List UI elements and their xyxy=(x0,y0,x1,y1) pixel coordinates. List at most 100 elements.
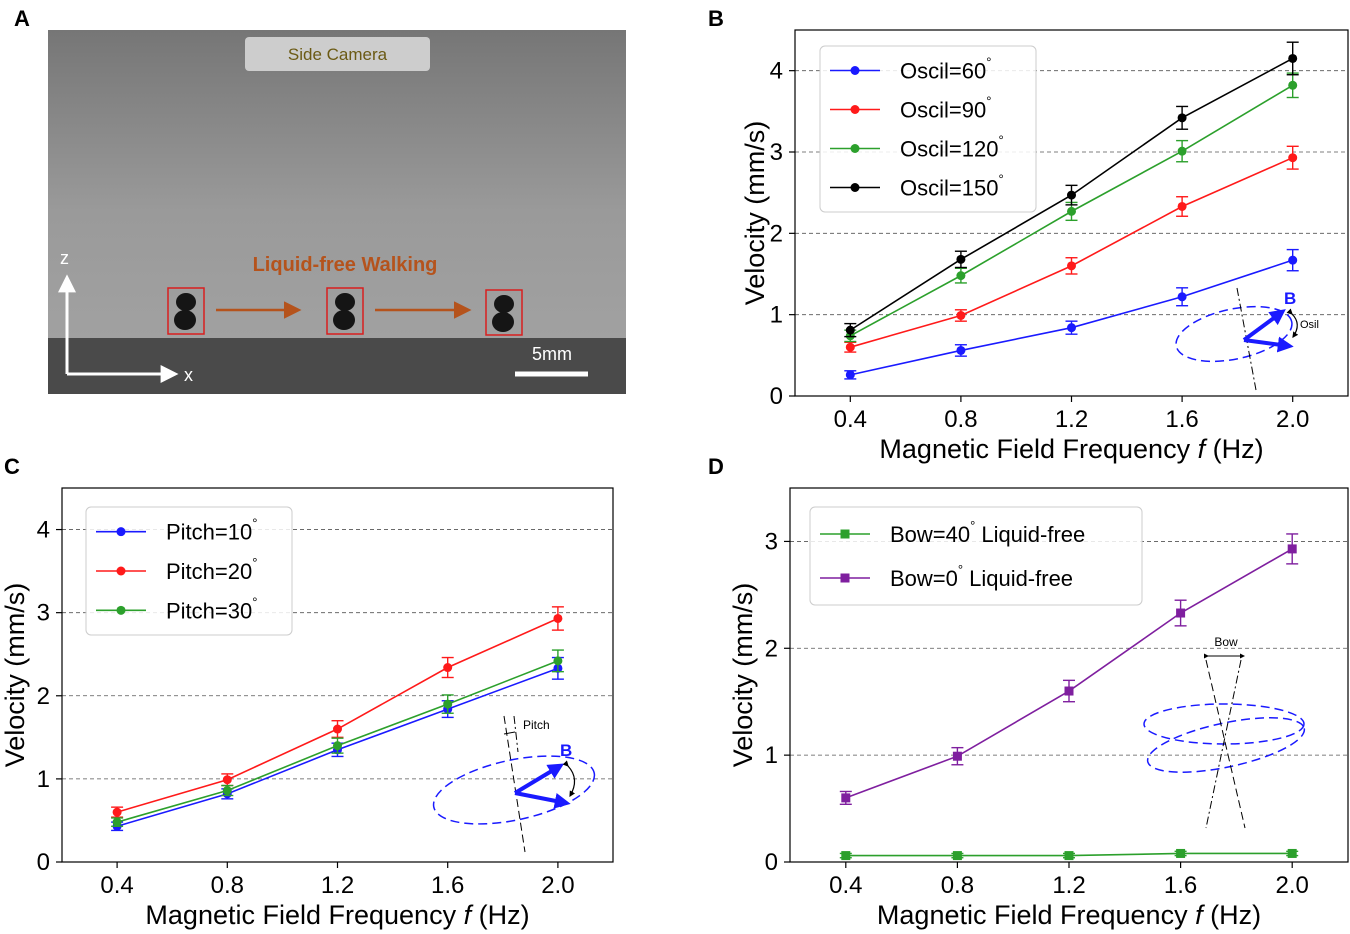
chart-c-legend-label: Pitch=20° xyxy=(166,555,257,584)
chart-d-ytick-label: 1 xyxy=(765,742,778,769)
chart-b-data-point xyxy=(1288,153,1298,163)
chart-b-data-point xyxy=(1177,146,1187,156)
z-axis-label: z xyxy=(60,248,69,268)
panel-c: C 0 1 2 3 4 0.4 0.8 1.2 1.6 2.0 Velocity (mm/s) Mag… xyxy=(0,454,614,930)
chart-c-ytick-label: 0 xyxy=(37,849,50,876)
chart-c-legend-marker xyxy=(116,605,126,615)
chart-d-xtick-label: 1.6 xyxy=(1164,872,1197,899)
chart-d-data-point xyxy=(1287,848,1297,858)
chart-d-data-point xyxy=(841,793,851,803)
inset-d-diagram: Bow xyxy=(1143,635,1306,829)
chart-c-data-point xyxy=(112,807,122,817)
chart-d-ytick-label: 2 xyxy=(765,635,778,662)
chart-b-data-point xyxy=(956,271,966,281)
chart-b-legend-marker xyxy=(850,66,860,75)
chart-d-legend-label: Bow=0° Liquid-free xyxy=(890,562,1073,591)
chart-b-legend-box xyxy=(819,45,1037,213)
chart-c-legend-marker xyxy=(116,566,126,576)
panel-a: A Side Camera Liquid-free Walking z x 5m… xyxy=(14,6,626,394)
chart-d-xtick-label: 0.4 xyxy=(829,872,862,899)
chart-b-data-point xyxy=(1288,255,1298,265)
chart-b-legend-label: Oscil=60° xyxy=(900,55,991,84)
chart-b-data-point xyxy=(845,342,855,352)
chart-b-legend-marker xyxy=(850,183,860,192)
chart-c-ytick-label: 3 xyxy=(37,600,50,627)
chart-c-legend-label: Pitch=30° xyxy=(166,594,257,623)
ground-surface xyxy=(48,338,626,394)
chart-b-ytick-label: 3 xyxy=(770,139,783,166)
chart-c-data-point xyxy=(443,699,453,709)
inset-d-angle-label: Bow xyxy=(1214,635,1238,649)
x-axis-label: x xyxy=(184,365,193,385)
chart-c-xtick-label: 0.4 xyxy=(100,872,133,899)
chart-c-ytick-label: 4 xyxy=(37,517,50,544)
chart-d-data-point xyxy=(841,851,851,861)
chart-c-data-point xyxy=(553,656,563,666)
chart-c-data-point xyxy=(112,817,122,827)
chart-b-data-point xyxy=(1177,292,1187,302)
chart-b-data-point xyxy=(1288,80,1298,90)
chart-b-series-line xyxy=(850,259,1293,376)
chart-b-ytick-label: 1 xyxy=(770,302,783,329)
chart-b-xtick-label: 1.6 xyxy=(1165,406,1198,433)
chart-d-data-point xyxy=(1064,686,1074,696)
robot-frame-2 xyxy=(326,287,364,335)
chart-b-data-point xyxy=(845,325,855,335)
scale-bar-label: 5mm xyxy=(532,344,572,364)
chart-c-legend-marker xyxy=(116,527,126,537)
chart-c-data-point xyxy=(443,663,453,673)
chart-d-xtick-label: 0.8 xyxy=(941,872,974,899)
chart-c-data-point xyxy=(222,786,232,796)
chart-d-data-point xyxy=(952,751,962,761)
chart-d-xtick-label: 1.2 xyxy=(1052,872,1085,899)
chart-d-xtick-label: 2.0 xyxy=(1276,872,1309,899)
chart-c-xlabel: Magnetic Field Frequency f (Hz) xyxy=(145,900,529,930)
chart-c: 0 1 2 3 4 0.4 0.8 1.2 1.6 2.0 Velocity (mm/s) Magne… xyxy=(0,487,614,930)
chart-b-data-point xyxy=(956,254,966,264)
robot-frame-3 xyxy=(485,289,523,336)
chart-c-ylabel: Velocity (mm/s) xyxy=(0,583,30,768)
chart-d-legend-marker xyxy=(840,529,850,539)
chart-b-data-point xyxy=(1067,323,1076,333)
chart-d-legend-marker xyxy=(840,573,850,583)
inset-c-vector-label: B xyxy=(560,741,572,760)
chart-c-legend-box xyxy=(85,506,293,636)
inset-b-vector-label: B xyxy=(1284,289,1296,308)
chart-b-legend-marker xyxy=(850,105,860,114)
chart-b-xtick-label: 2.0 xyxy=(1276,406,1309,433)
chart-d-data-point xyxy=(1176,848,1186,858)
chart-b-data-point xyxy=(1288,53,1298,63)
chart-c-data-point xyxy=(222,775,232,785)
chart-b-ylabel: Velocity (mm/s) xyxy=(740,121,770,306)
chart-b-legend-label: Oscil=150° xyxy=(900,172,1004,201)
chart-b-data-point xyxy=(1067,190,1076,200)
robot-frame-1 xyxy=(167,287,205,335)
chart-b-ytick-label: 4 xyxy=(770,58,783,85)
camera-caption-box xyxy=(245,37,430,71)
chart-b-xtick-label: 0.8 xyxy=(944,406,977,433)
chart-b-data-point xyxy=(1177,113,1187,123)
panel-label-d: D xyxy=(708,454,724,479)
chart-c-data-point xyxy=(333,741,342,751)
chart-c-data-point xyxy=(553,613,563,623)
chart-d-ytick-label: 0 xyxy=(765,849,778,876)
chart-b-legend-label: Oscil=120° xyxy=(900,133,1004,162)
chart-b: 0 1 2 3 4 0.4 0.8 1.2 1.6 2.0 Velocity (mm/s) Magne… xyxy=(740,29,1349,464)
inset-b-diagram: B Osil xyxy=(1175,287,1319,391)
chart-d-legend-label: Bow=40° Liquid-free xyxy=(890,518,1085,547)
chart-d-ytick-label: 3 xyxy=(765,528,778,555)
chart-c-ytick-label: 2 xyxy=(37,683,50,710)
panel-label-c: C xyxy=(4,454,20,479)
walking-label: Liquid-free Walking xyxy=(253,254,438,276)
chart-c-series-line xyxy=(116,617,559,813)
inset-c-diagram: B Pitch xyxy=(432,715,596,853)
chart-b-data-point xyxy=(956,345,966,355)
chart-c-xtick-label: 0.8 xyxy=(211,872,244,899)
panel-label-b: B xyxy=(708,6,724,31)
chart-d-data-point xyxy=(1176,608,1186,618)
inset-b-angle-label: Osil xyxy=(1300,319,1319,331)
chart-d-data-point xyxy=(952,851,962,861)
chart-c-ytick-label: 1 xyxy=(37,766,50,793)
chart-b-xtick-label: 0.4 xyxy=(834,406,867,433)
